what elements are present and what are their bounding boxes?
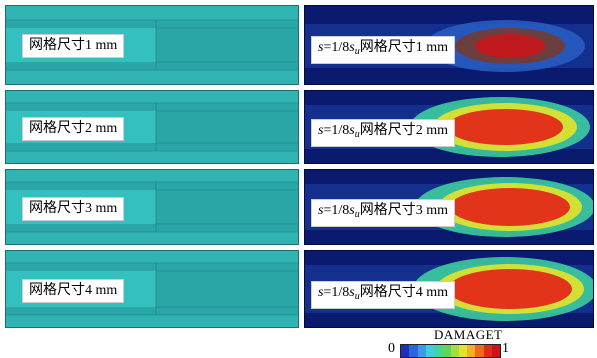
legend-max: 1 [502, 341, 509, 356]
damage-text: 网格尺寸3 mm [359, 203, 448, 218]
damage-s: s [318, 123, 324, 138]
damage-text: 网格尺寸2 mm [359, 123, 448, 138]
color-bar-swatch [467, 345, 476, 357]
color-bar-swatch [425, 345, 434, 357]
mesh-label: 网格尺寸1 mm [22, 34, 125, 58]
damage-panel-4: s=1/8su网格尺寸4 mm [304, 250, 594, 328]
color-bar-swatch [458, 345, 467, 357]
mesh-label: 网格尺寸4 mm [22, 279, 125, 303]
color-bar [400, 344, 501, 358]
damage-eq: =1/8 [323, 203, 350, 218]
damage-s: s [318, 40, 324, 55]
color-bar-swatch [442, 345, 451, 357]
mesh-label: 网格尺寸2 mm [22, 117, 125, 141]
damage-s: s [318, 203, 324, 218]
damage-panel-1: s=1/8su网格尺寸1 mm [304, 5, 594, 85]
damage-sub: u [354, 46, 360, 57]
mesh-label: 网格尺寸3 mm [22, 197, 125, 221]
damage-panel-2: s=1/8su网格尺寸2 mm [304, 90, 594, 164]
damage-su: s [349, 40, 355, 55]
mesh-panel-3: 网格尺寸3 mm [5, 169, 299, 245]
color-bar-swatch [475, 345, 484, 357]
color-bar-swatch [401, 345, 410, 357]
damage-panel-3: s=1/8su网格尺寸3 mm [304, 169, 594, 245]
damage-su: s [349, 285, 355, 300]
mesh-panel-2: 网格尺寸2 mm [5, 90, 299, 164]
damage-su: s [349, 123, 355, 138]
damage-su: s [349, 203, 355, 218]
damage-label: s=1/8su网格尺寸4 mm [311, 281, 455, 309]
mesh-pattern [6, 102, 298, 152]
mesh-panel-1: 网格尺寸1 mm [5, 5, 299, 85]
color-bar-swatch [450, 345, 459, 357]
color-bar-swatch [434, 345, 443, 357]
damage-label: s=1/8su网格尺寸1 mm [311, 36, 455, 64]
damage-eq: =1/8 [323, 285, 350, 300]
color-bar-swatch [483, 345, 492, 357]
damage-sub: u [354, 129, 360, 140]
damage-label: s=1/8su网格尺寸3 mm [311, 199, 455, 227]
color-bar-swatch [491, 345, 500, 357]
color-bar-swatch [417, 345, 426, 357]
damage-sub: u [354, 291, 360, 302]
damage-eq: =1/8 [323, 123, 350, 138]
damage-eq: =1/8 [323, 40, 350, 55]
damage-sub: u [354, 209, 360, 220]
legend-title: DAMAGET [434, 327, 503, 342]
legend-min: 0 [388, 341, 395, 356]
damage-label: s=1/8su网格尺寸2 mm [311, 119, 455, 147]
color-bar-swatch [409, 345, 418, 357]
mesh-panel-4: 网格尺寸4 mm [5, 250, 299, 328]
damage-text: 网格尺寸4 mm [359, 285, 448, 300]
damage-text: 网格尺寸1 mm [359, 40, 448, 55]
damage-s: s [318, 285, 324, 300]
